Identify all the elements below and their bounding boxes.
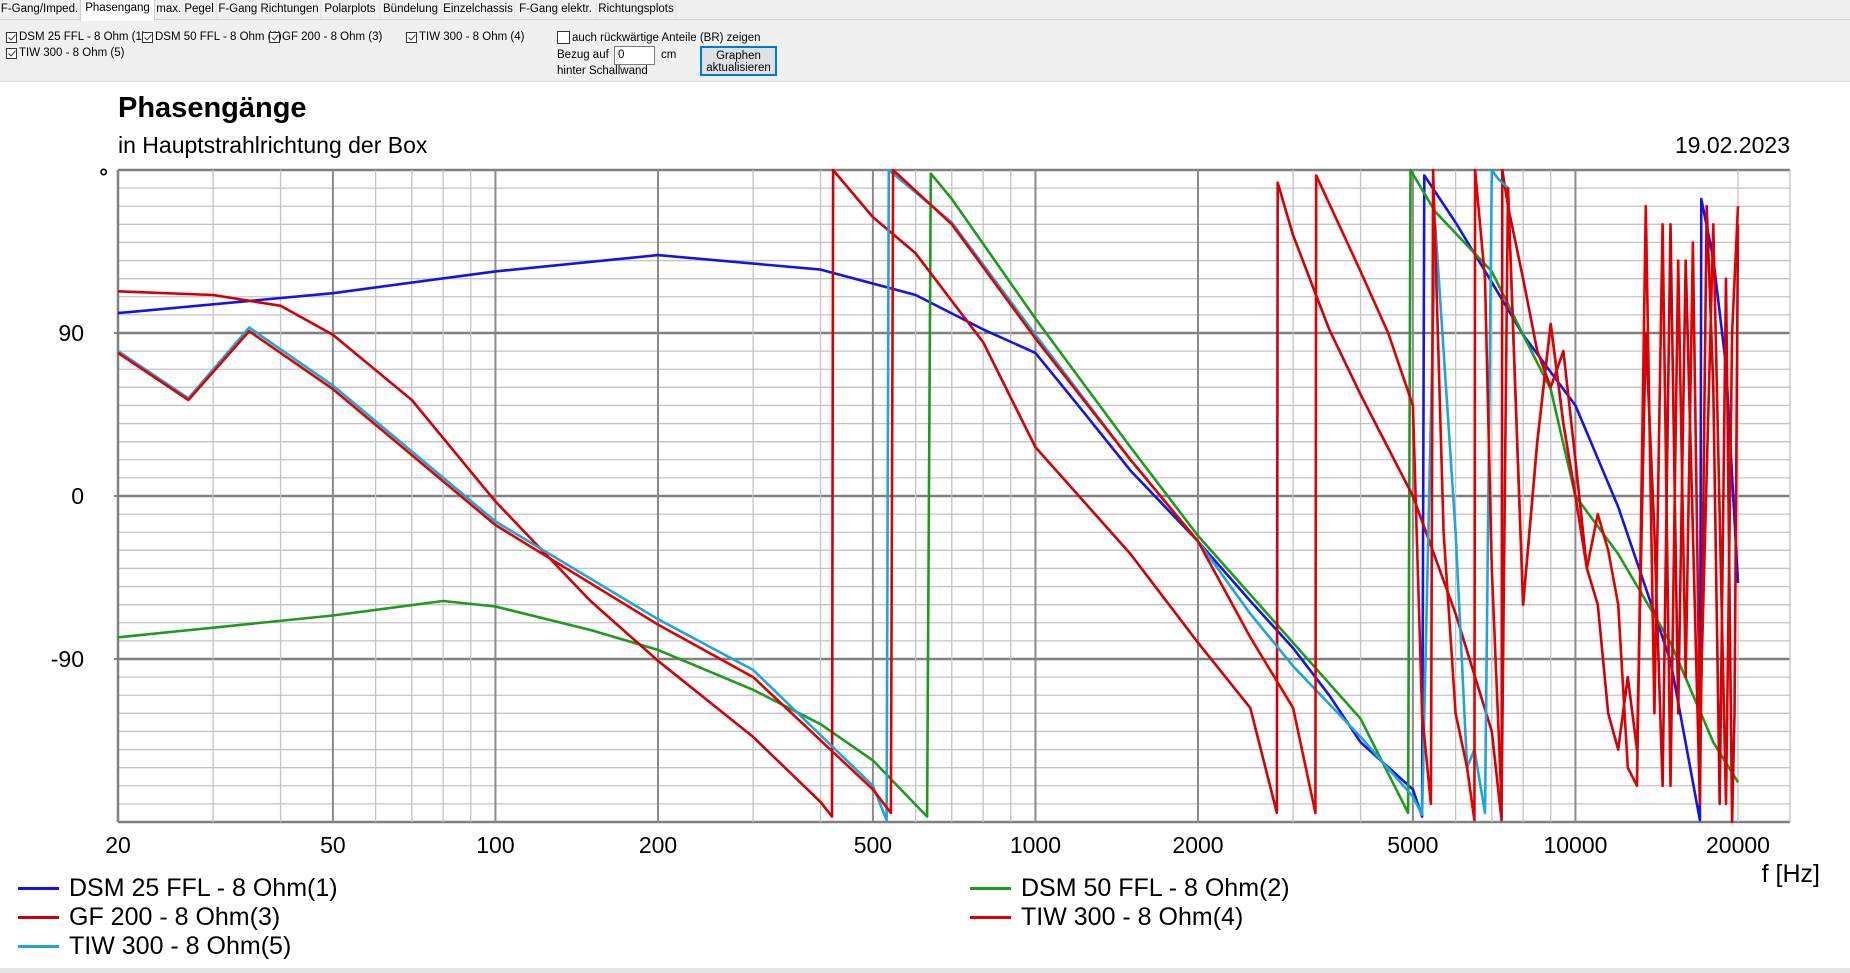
legend-label: DSM 50 FFL - 8 Ohm(2)	[1021, 874, 1290, 902]
checkbox-gf200[interactable]: GF 200 - 8 Ohm (3)	[269, 31, 382, 43]
chart-title: Phasengänge	[118, 92, 307, 124]
checkbox-box[interactable]	[557, 31, 570, 44]
legend-item: DSM 50 FFL - 8 Ohm(2)	[970, 874, 1290, 903]
status-strip	[0, 968, 1850, 973]
series-line-2	[117, 168, 1740, 818]
checkbox-label: TIW 300 - 8 Ohm (4)	[419, 31, 525, 43]
tab-polarplots[interactable]: Polarplots	[321, 1, 380, 18]
x-tick-label: 200	[639, 832, 677, 858]
legend-item: TIW 300 - 8 Ohm(4)	[970, 903, 1243, 932]
tab-max-pegel[interactable]: max. Pegel	[154, 1, 217, 18]
x-tick-label: 500	[854, 832, 892, 858]
legend-swatch	[970, 916, 1011, 919]
legend-swatch	[970, 887, 1011, 890]
legend-item: TIW 300 - 8 Ohm(5)	[18, 932, 291, 961]
x-tick-label: 50	[320, 832, 346, 858]
legend-swatch	[18, 945, 59, 948]
x-tick-label: 10000	[1543, 832, 1607, 858]
toolbar: F-Gang/Imped. Phasengang max. Pegel F-Ga…	[0, 0, 1850, 82]
update-graphs-button[interactable]: Graphen aktualisieren	[700, 46, 777, 76]
y-tick-label: -90	[51, 646, 84, 672]
x-axis-label: f [Hz]	[1762, 860, 1820, 888]
y-tick-label: 90	[58, 320, 84, 346]
legend-label: DSM 25 FFL - 8 Ohm(1)	[69, 874, 338, 902]
reference-unit: cm	[661, 49, 677, 61]
chart-date: 19.02.2023	[1674, 132, 1790, 158]
tab-bar: F-Gang/Imped. Phasengang max. Pegel F-Ga…	[0, 0, 1850, 21]
checkbox-label: DSM 25 FFL - 8 Ohm (1)	[19, 31, 146, 43]
checkbox-tiw300-4[interactable]: TIW 300 - 8 Ohm (4)	[406, 31, 524, 43]
x-tick-label: 1000	[1010, 832, 1061, 858]
checkbox-box[interactable]	[406, 31, 417, 43]
tab-richtungsplots[interactable]: Richtungsplots	[597, 1, 676, 18]
x-tick-label: 20	[105, 832, 131, 858]
legend-label: GF 200 - 8 Ohm(3)	[69, 903, 281, 931]
tab-buendelung[interactable]: Bündelung	[380, 1, 442, 18]
checkbox-box[interactable]	[6, 31, 17, 43]
checkbox-label: auch rückwärtige Anteile (BR) zeigen	[572, 31, 761, 44]
checkbox-label: DSM 50 FFL - 8 Ohm (2)	[155, 31, 282, 43]
reference-input[interactable]: 0	[614, 46, 655, 65]
tab-f-gang-imped[interactable]: F-Gang/Imped.	[0, 1, 80, 18]
reference-label: Bezug auf	[557, 49, 609, 61]
series-line-3	[117, 168, 1740, 824]
legend-label: TIW 300 - 8 Ohm(4)	[1021, 903, 1244, 931]
reference-label-2: hinter Schallwand	[557, 65, 648, 77]
checkbox-box[interactable]	[269, 31, 280, 43]
tab-phasengang[interactable]: Phasengang	[80, 0, 155, 21]
tab-f-gang-richtungen[interactable]: F-Gang Richtungen	[217, 1, 321, 18]
legend-item: DSM 25 FFL - 8 Ohm(1)	[18, 874, 338, 903]
chart-subtitle: in Hauptstrahlrichtung der Box	[118, 132, 428, 158]
checkbox-box[interactable]	[6, 47, 17, 59]
legend-swatch	[18, 916, 59, 919]
checkbox-dsm25[interactable]: DSM 25 FFL - 8 Ohm (1)	[6, 31, 146, 43]
legend-label: TIW 300 - 8 Ohm(5)	[69, 932, 292, 960]
x-tick-label: 20000	[1706, 832, 1770, 858]
series-line-1	[117, 174, 1740, 822]
checkbox-dsm50[interactable]: DSM 50 FFL - 8 Ohm (2)	[142, 31, 282, 43]
tab-einzelchassis[interactable]: Einzelchassis	[442, 1, 515, 18]
checkbox-back-parts[interactable]: auch rückwärtige Anteile (BR) zeigen	[557, 31, 761, 44]
checkbox-label: GF 200 - 8 Ohm (3)	[282, 31, 383, 43]
series-line-5	[117, 168, 1740, 822]
checkbox-label: TIW 300 - 8 Ohm (5)	[19, 47, 125, 59]
x-tick-label: 100	[476, 832, 514, 858]
x-tick-label: 5000	[1387, 832, 1438, 858]
y-tick-label: 0	[71, 483, 84, 509]
y-axis-unit: °	[99, 164, 108, 189]
x-tick-label: 2000	[1172, 832, 1223, 858]
checkbox-box[interactable]	[142, 31, 153, 43]
legend-swatch	[18, 887, 59, 890]
tab-f-gang-elektr[interactable]: F-Gang elektr.	[515, 1, 597, 18]
checkbox-tiw300-5[interactable]: TIW 300 - 8 Ohm (5)	[6, 47, 124, 59]
legend-item: GF 200 - 8 Ohm(3)	[18, 903, 280, 932]
